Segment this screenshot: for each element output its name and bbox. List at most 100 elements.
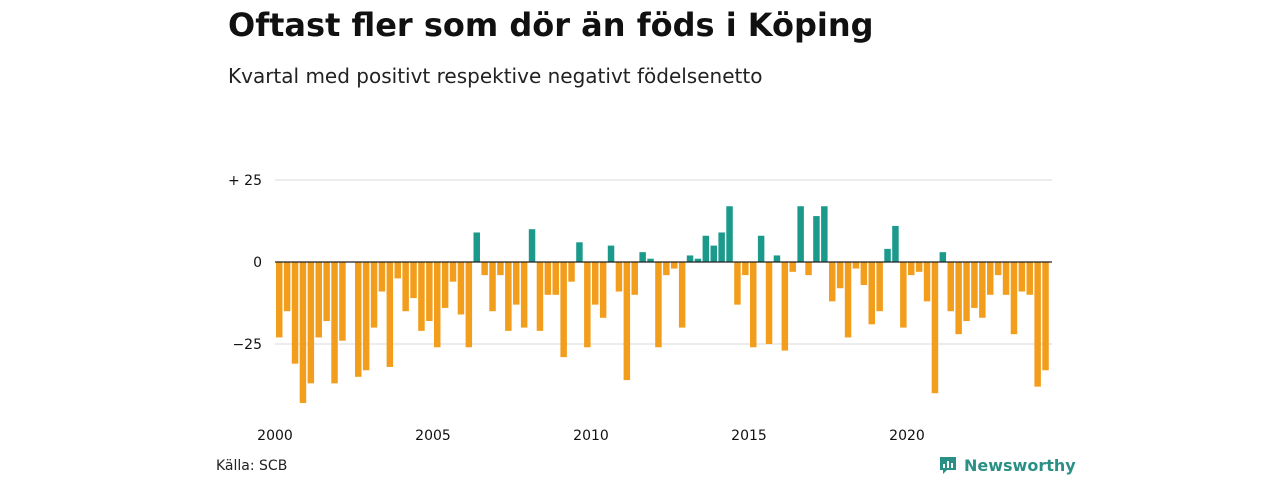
bar xyxy=(923,262,931,302)
bar xyxy=(742,262,749,276)
bar xyxy=(884,248,891,262)
bar xyxy=(568,262,575,282)
y-tick-label: −25 xyxy=(232,337,262,353)
bar xyxy=(671,262,678,269)
bar xyxy=(781,262,789,351)
bar xyxy=(639,252,646,262)
chart-title: Oftast fler som dör än föds i Köping xyxy=(228,6,874,44)
bar xyxy=(362,262,370,371)
bar xyxy=(797,206,804,262)
bar xyxy=(1002,262,1010,295)
bar xyxy=(647,258,654,262)
bar xyxy=(994,262,1002,276)
bar xyxy=(892,225,899,262)
bar xyxy=(615,262,623,292)
bar xyxy=(726,206,733,262)
bar xyxy=(686,255,694,262)
bar xyxy=(678,262,686,328)
bar xyxy=(765,262,773,344)
bar xyxy=(355,262,362,377)
bar xyxy=(418,262,425,331)
bar xyxy=(939,252,947,262)
bar xyxy=(655,262,662,348)
bar xyxy=(584,262,591,348)
bar xyxy=(750,262,757,348)
bar xyxy=(505,262,512,331)
bar xyxy=(283,262,291,312)
bar xyxy=(473,232,480,262)
bars xyxy=(276,206,1049,404)
bar xyxy=(481,262,488,276)
bar xyxy=(560,262,567,358)
y-tick-label: + 25 xyxy=(228,173,262,189)
x-tick-label: 2000 xyxy=(257,428,293,444)
bar xyxy=(576,242,583,262)
bar xyxy=(528,229,536,262)
bar xyxy=(663,262,670,276)
bar xyxy=(805,262,812,276)
bar xyxy=(434,262,441,348)
bar xyxy=(757,235,765,262)
bar xyxy=(987,262,994,295)
bar xyxy=(299,262,307,404)
bar xyxy=(836,262,844,289)
bar xyxy=(1042,262,1049,371)
bar xyxy=(963,262,970,322)
bar xyxy=(291,262,299,364)
bar xyxy=(813,216,820,262)
bar xyxy=(386,262,394,367)
bar xyxy=(947,262,954,312)
bar xyxy=(971,262,978,308)
bar xyxy=(536,262,544,331)
bar xyxy=(868,262,875,325)
bar xyxy=(631,262,638,295)
bar xyxy=(513,262,520,305)
bar xyxy=(773,255,781,262)
bar xyxy=(607,245,615,262)
bar xyxy=(426,262,433,322)
bar xyxy=(592,262,599,305)
bar xyxy=(552,262,559,295)
bar xyxy=(331,262,338,384)
bar xyxy=(339,262,346,341)
bar xyxy=(710,245,717,262)
bar xyxy=(852,262,860,269)
bar xyxy=(370,262,378,328)
x-tick-label: 2005 xyxy=(415,428,451,444)
bar xyxy=(1034,262,1041,387)
bar xyxy=(378,262,386,292)
bar xyxy=(789,262,796,272)
bar xyxy=(931,262,939,394)
bar xyxy=(908,262,915,276)
bar xyxy=(734,262,741,305)
bar xyxy=(694,258,702,262)
bar xyxy=(1018,262,1026,292)
bar xyxy=(860,262,868,285)
bar xyxy=(821,206,828,262)
bar xyxy=(276,262,283,338)
bar xyxy=(497,262,504,276)
source-note: Källa: SCB xyxy=(216,458,288,474)
bar xyxy=(900,262,907,328)
bar xyxy=(718,232,725,262)
bar xyxy=(315,262,322,338)
x-tick-label: 2020 xyxy=(889,428,925,444)
bar xyxy=(323,262,330,322)
gridlines xyxy=(275,179,1052,345)
x-tick-label: 2015 xyxy=(731,428,767,444)
bar xyxy=(979,262,986,318)
bar xyxy=(394,262,401,279)
bar xyxy=(702,235,710,262)
bar xyxy=(955,262,962,335)
bar xyxy=(489,262,496,312)
x-tick-label: 2010 xyxy=(573,428,609,444)
bar xyxy=(441,262,449,308)
y-tick-label: 0 xyxy=(253,255,262,271)
bar xyxy=(544,262,552,295)
bar xyxy=(844,262,852,338)
bar xyxy=(1010,262,1018,335)
bar xyxy=(457,262,465,315)
bar xyxy=(465,262,473,348)
brand-logo: Newsworthy xyxy=(938,455,1076,475)
bar-chart: + 25 0 −25 2000 2005 2010 2015 2020 xyxy=(228,173,1052,444)
